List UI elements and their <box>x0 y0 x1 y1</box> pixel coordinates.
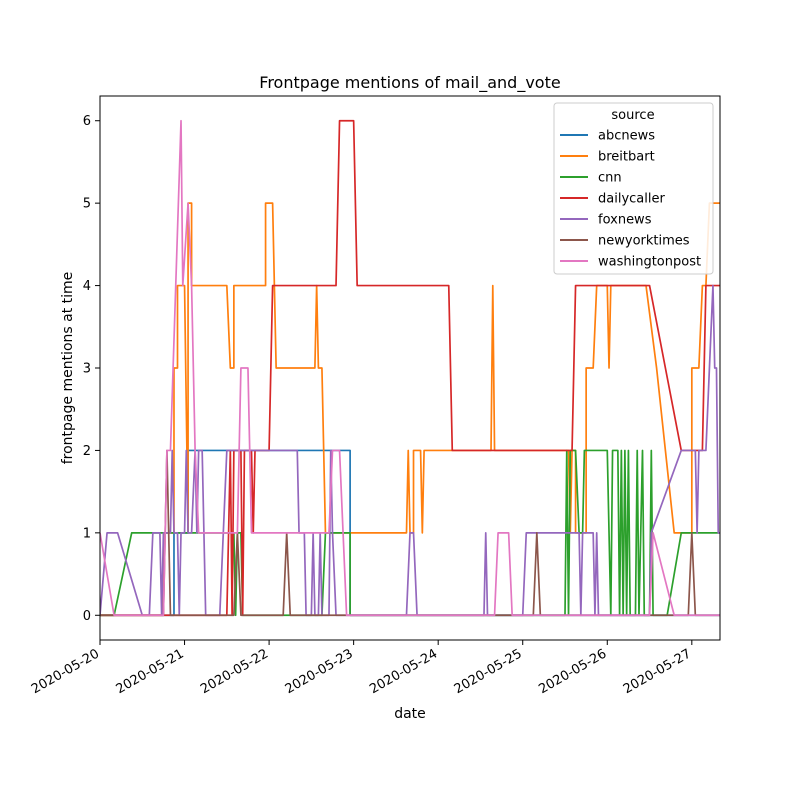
legend-title: source <box>611 108 654 123</box>
legend-label-abcnews: abcnews <box>598 129 655 144</box>
legend-label-foxnews: foxnews <box>598 213 652 228</box>
legend-items: abcnews breitbart cnn dailycaller foxnews new… <box>560 129 701 270</box>
y-tick-label: 4 <box>83 279 91 294</box>
legend-label-breitbart: breitbart <box>598 150 655 165</box>
y-axis: 0 1 2 3 4 5 6 <box>83 114 100 624</box>
series-line-washingtonpost <box>100 119 720 617</box>
legend-label-newyorktimes: newyorktimes <box>598 234 690 249</box>
y-tick-label: 2 <box>83 444 91 459</box>
legend: source abcnews breitbart cnn dailycaller fox… <box>553 102 714 275</box>
y-tick-label: 5 <box>83 197 91 212</box>
legend-label-dailycaller: dailycaller <box>598 192 665 207</box>
series-lines <box>100 119 720 617</box>
y-tick-label: 3 <box>83 362 91 377</box>
legend-box <box>553 102 714 275</box>
y-tick-label: 0 <box>83 609 91 624</box>
x-axis-label: date <box>394 706 426 722</box>
y-tick-label: 6 <box>83 114 91 129</box>
legend-label-washingtonpost: washingtonpost <box>598 255 701 270</box>
y-tick-label: 1 <box>83 526 91 541</box>
y-axis-label: frontpage mentions at time <box>60 272 76 465</box>
chart-title: Frontpage mentions of mail_and_vote <box>259 73 560 93</box>
legend-label-cnn: cnn <box>598 171 622 186</box>
